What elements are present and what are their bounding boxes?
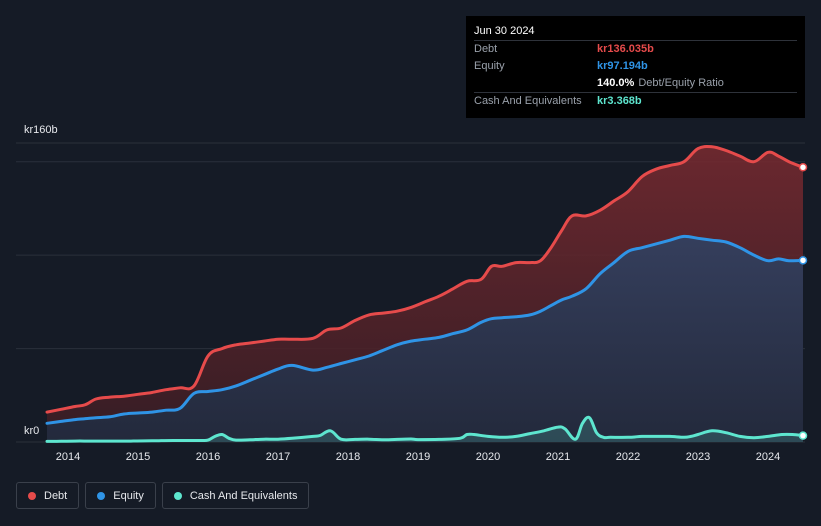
legend-item-equity[interactable]: Equity xyxy=(85,482,156,509)
x-tick-2015: 2015 xyxy=(125,451,151,463)
cash-area xyxy=(47,417,803,442)
tooltip-panel: Jun 30 2024 Debt kr136.035b Equity kr97.… xyxy=(466,16,805,118)
tooltip-date: Jun 30 2024 xyxy=(474,25,535,37)
equity-dot-icon xyxy=(97,491,106,500)
tooltip-cash-value: kr3.368b xyxy=(597,95,642,107)
legend-debt-label: Debt xyxy=(44,489,68,502)
x-tick-2021: 2021 xyxy=(545,451,571,463)
tooltip-equity-value: kr97.194b xyxy=(597,60,648,72)
tooltip-ratio-label: Debt/Equity Ratio xyxy=(638,77,724,89)
x-tick-2018: 2018 xyxy=(335,451,361,463)
equity-line xyxy=(45,234,805,425)
y-axis-zero-label: kr0 xyxy=(24,425,40,437)
debt-line xyxy=(45,144,805,414)
legend-item-debt[interactable]: Debt xyxy=(16,482,80,509)
tooltip-debt-value: kr136.035b xyxy=(597,43,654,55)
x-tick-2016: 2016 xyxy=(195,451,221,463)
cash-end-marker xyxy=(798,431,808,440)
y-axis-top-label: kr160b xyxy=(24,124,58,136)
legend-cash-label: Cash And Equivalents xyxy=(189,489,298,502)
cash-dot-icon xyxy=(173,491,182,500)
x-tick-2024: 2024 xyxy=(755,451,781,463)
equity-end-marker xyxy=(798,256,808,265)
x-tick-2014: 2014 xyxy=(55,451,81,463)
equity-area xyxy=(47,236,803,442)
x-tick-2022: 2022 xyxy=(615,451,641,463)
debt-end-marker xyxy=(798,163,808,172)
legend: Debt Equity Cash And Equivalents xyxy=(16,482,310,509)
x-tick-2023: 2023 xyxy=(685,451,711,463)
tooltip-debt-row: Debt kr136.035b xyxy=(474,40,797,58)
x-tick-2020: 2020 xyxy=(475,451,501,463)
tooltip-ratio-row: 140.0% Debt/Equity Ratio xyxy=(474,75,797,92)
tooltip-equity-label: Equity xyxy=(474,60,505,72)
tooltip-cash-row: Cash And Equivalents kr3.368b xyxy=(474,92,797,110)
cash-line xyxy=(45,415,805,443)
tooltip-debt-label: Debt xyxy=(474,43,498,55)
x-tick-2019: 2019 xyxy=(405,451,431,463)
legend-item-cash[interactable]: Cash And Equivalents xyxy=(161,482,310,509)
legend-equity-label: Equity xyxy=(113,489,144,502)
debt-dot-icon xyxy=(28,491,36,500)
tooltip-equity-row: Equity kr97.194b xyxy=(474,58,797,75)
x-tick-2017: 2017 xyxy=(265,451,291,463)
tooltip-ratio-value: 140.0% xyxy=(597,77,635,89)
tooltip-cash-label: Cash And Equivalents xyxy=(474,95,582,107)
